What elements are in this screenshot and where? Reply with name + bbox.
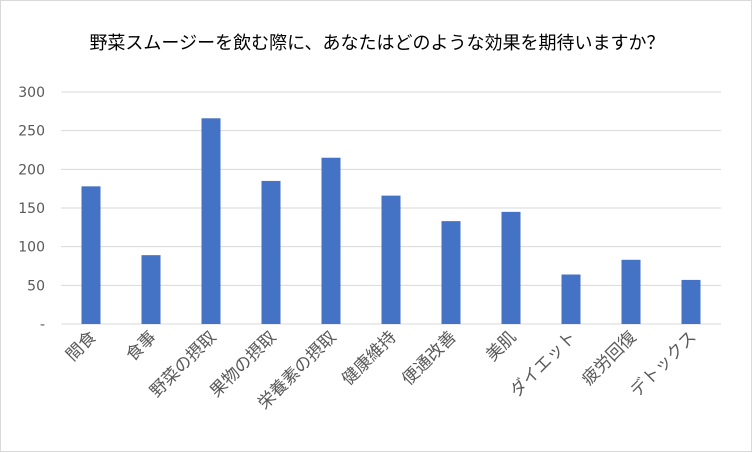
x-tick-label: 間食 <box>62 327 100 365</box>
x-tick-label: 美肌 <box>482 327 520 365</box>
y-tick-label: 150 <box>18 201 45 217</box>
bar <box>201 118 221 324</box>
bar <box>681 279 701 324</box>
x-tick-label: 疲労回復 <box>578 327 640 389</box>
bar <box>561 274 581 324</box>
y-tick-label: 200 <box>18 162 45 178</box>
x-tick-label: デトックス <box>626 327 701 402</box>
x-tick-label: 健康維持 <box>338 327 400 389</box>
y-tick-label: 250 <box>18 124 45 140</box>
bar <box>381 195 401 324</box>
y-tick-label: 100 <box>18 240 45 256</box>
y-tick-label: - <box>40 317 45 333</box>
bar <box>621 259 641 324</box>
y-tick-label: 50 <box>27 278 45 294</box>
bars <box>81 118 701 324</box>
x-tick-label: 食事 <box>122 327 160 365</box>
x-tick-label: ダイエット <box>506 327 580 401</box>
bar <box>81 186 101 324</box>
bar <box>141 255 161 324</box>
bar <box>501 211 521 324</box>
y-axis-ticks: - 50 100 150 200 250 300 <box>18 85 45 333</box>
y-tick-label: 300 <box>18 85 45 101</box>
chart-title: 野菜スムージーを飲む際に、あなたはどのような効果を期待いますか？ <box>89 33 665 54</box>
bar <box>441 221 461 324</box>
bar <box>321 157 341 324</box>
x-tick-label: 便通改善 <box>398 327 460 389</box>
bar <box>261 180 281 324</box>
